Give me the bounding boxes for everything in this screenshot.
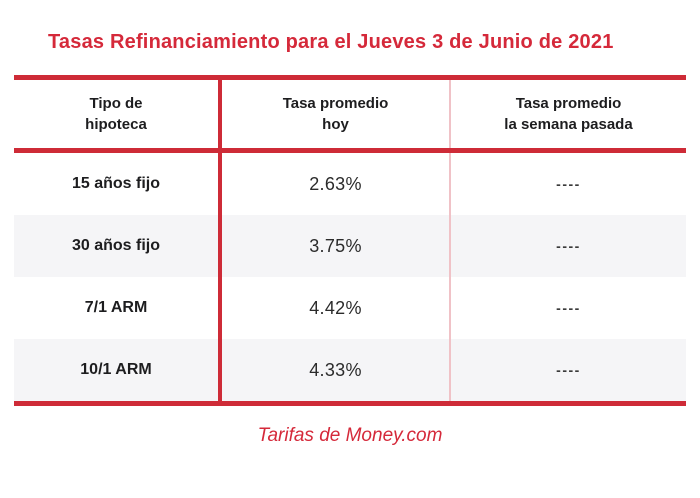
mortgage-type-cell: 15 años fijo <box>14 153 222 215</box>
column-header-rate-last-week: Tasa promedio la semana pasada <box>451 80 686 148</box>
rate-today-cell: 3.75% <box>222 215 451 277</box>
rate-today-cell: 4.33% <box>222 339 451 401</box>
table-row: 7/1 ARM 4.42% ---- <box>14 277 686 339</box>
column-header-line: Tasa promedio <box>282 95 389 112</box>
mortgage-type-cell: 30 años fijo <box>14 215 222 277</box>
column-header-line: Tasa promedio <box>515 95 622 112</box>
mortgage-type-cell: 10/1 ARM <box>14 339 222 401</box>
column-header-line: Tipo de <box>89 95 143 112</box>
rate-today-cell: 2.63% <box>222 153 451 215</box>
rate-last-week-cell: ---- <box>556 176 581 192</box>
rate-last-week-cell: ---- <box>556 238 581 254</box>
table-row: 15 años fijo 2.63% ---- <box>14 153 686 215</box>
column-header-line: hipoteca <box>85 116 147 133</box>
rate-last-week-cell: ---- <box>556 362 581 378</box>
column-header-rate-today: Tasa promedio hoy <box>222 80 451 148</box>
rate-today-cell: 4.42% <box>222 277 451 339</box>
column-header-mortgage-type: Tipo de hipoteca <box>14 80 222 148</box>
column-header-line: la semana pasada <box>504 116 633 133</box>
column-header-line: hoy <box>322 116 349 133</box>
rate-last-week-cell: ---- <box>556 300 581 316</box>
refinance-rates-infographic: Tasas Refinanciamiento para el Jueves 3 … <box>0 31 700 498</box>
table-row: 30 años fijo 3.75% ---- <box>14 215 686 277</box>
rates-table: Tipo de hipoteca Tasa promedio hoy Tasa … <box>14 75 686 406</box>
source-attribution: Tarifas de Money.com <box>257 425 443 446</box>
page-title: Tasas Refinanciamiento para el Jueves 3 … <box>48 31 614 53</box>
mortgage-type-cell: 7/1 ARM <box>14 277 222 339</box>
table-row: 10/1 ARM 4.33% ---- <box>14 339 686 401</box>
table-header-row: Tipo de hipoteca Tasa promedio hoy Tasa … <box>14 80 686 153</box>
